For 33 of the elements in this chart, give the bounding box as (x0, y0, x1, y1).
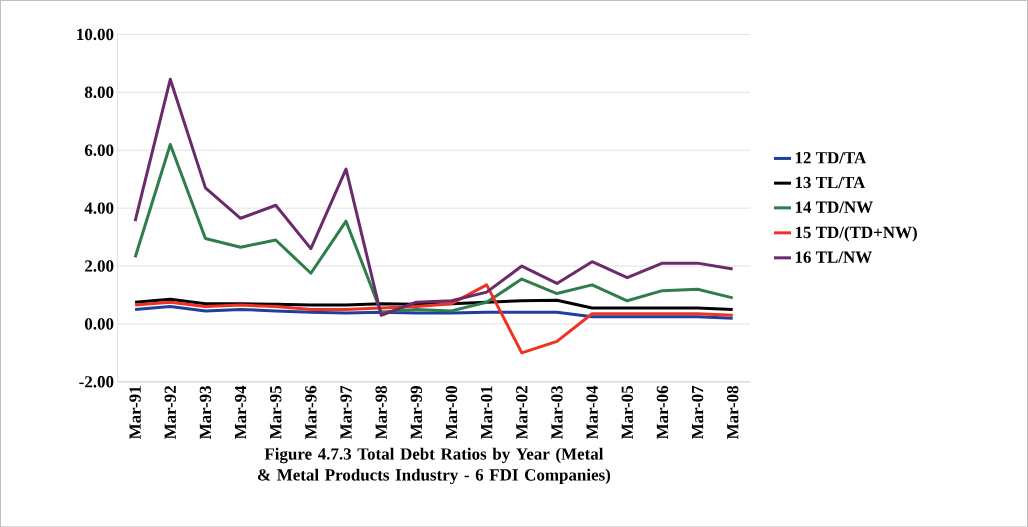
legend-label: 12 TD/TA (795, 151, 867, 164)
x-tick-label: Mar-98 (375, 385, 387, 439)
y-tick-label: 4.00 (84, 202, 114, 214)
x-tick-label: Mar-06 (656, 385, 669, 439)
x-tick-label: Mar-05 (621, 385, 633, 439)
x-tick-label: Mar-01 (480, 386, 493, 439)
y-tick-label: -2.00 (79, 375, 114, 388)
x-tick-label: Mar-04 (586, 385, 598, 439)
legend-label: 13 TL/TA (795, 176, 866, 188)
x-tick-label: Mar-93 (199, 385, 212, 439)
y-tick-label: 0.00 (84, 317, 114, 330)
x-tick-label: Mar-92 (164, 385, 176, 439)
y-tick-label: 2.00 (85, 260, 114, 272)
x-tick-label: Mar-08 (726, 385, 739, 439)
y-tick-label: 8.00 (84, 86, 114, 98)
x-tick-label: Mar-97 (340, 385, 352, 439)
line-series (133, 142, 735, 314)
legend-label: 16 TL/NW (795, 251, 872, 263)
x-tick-label: Mar-94 (234, 385, 247, 439)
x-tick-label: Mar-91 (129, 386, 141, 439)
x-tick-label: Mar-07 (691, 385, 704, 439)
x-tick-label: Mar-99 (410, 385, 423, 439)
x-tick-label: Mar-00 (445, 385, 458, 439)
y-tick-label: 10.00 (77, 28, 114, 40)
x-tick-label: Mar-03 (551, 385, 563, 439)
text: Figure 4.7.3 Total Debt Ratios by Year (Metal & Metal Products Industry - 6 FDI Companies) (257, 447, 611, 484)
legend-label: 15 TD/(TD+NW) (795, 226, 917, 242)
y-tick-label: 6.00 (84, 144, 114, 156)
x-tick-label: Mar-96 (305, 385, 317, 439)
line-series (133, 77, 735, 317)
legend-label: 14 TD/NW (795, 201, 873, 213)
x-tick-label: Mar-02 (516, 385, 528, 439)
x-tick-label: Mar-95 (270, 385, 282, 439)
